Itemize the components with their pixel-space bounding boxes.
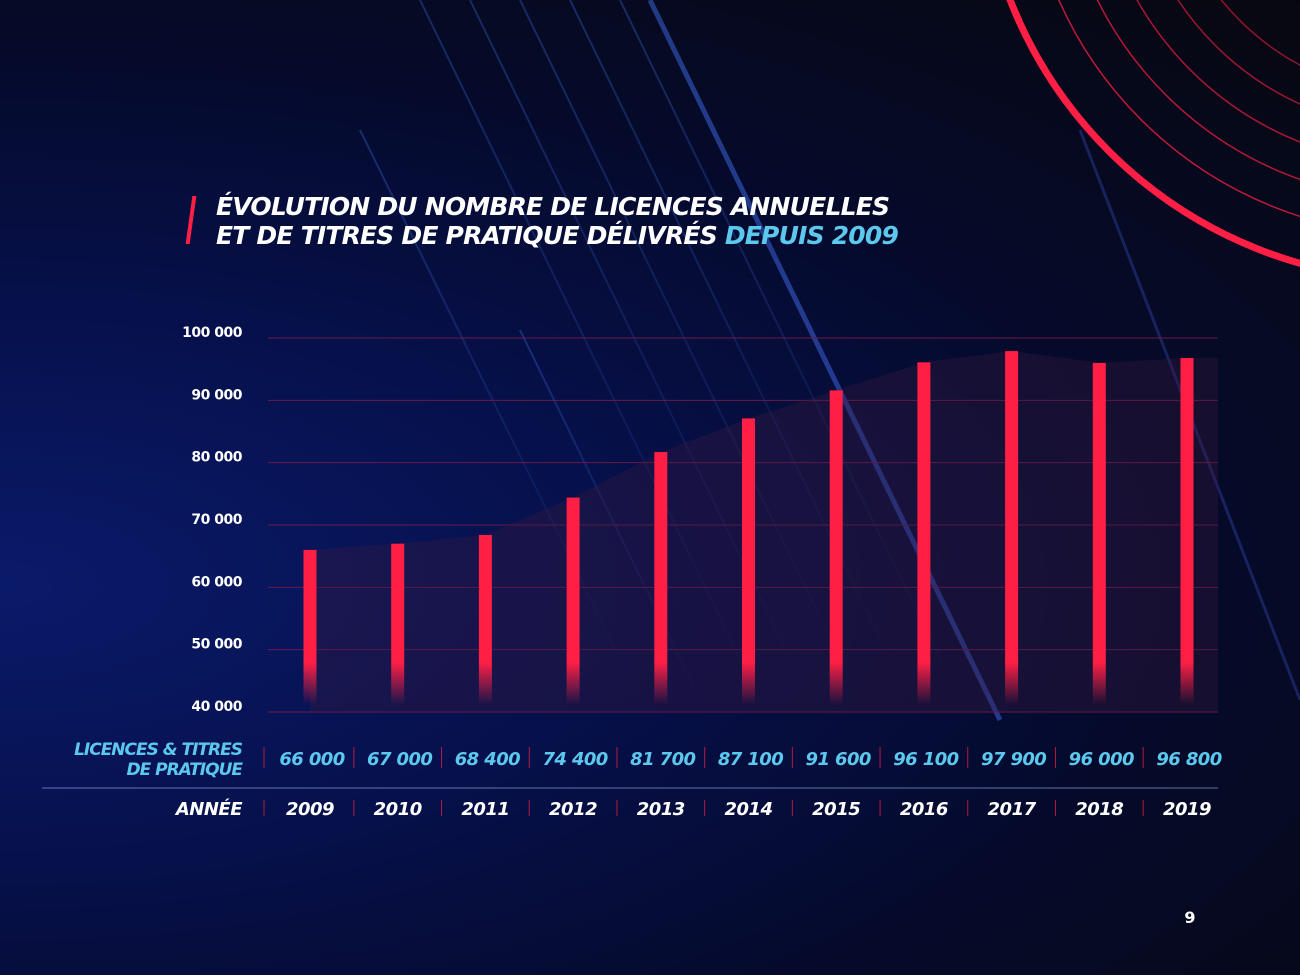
- title-line-2-main: ET DE TITRES DE PRATIQUE DÉLIVRÉS: [216, 221, 725, 250]
- y-tick-label: 80 000: [191, 450, 242, 466]
- data-label: 97 900: [981, 749, 1046, 770]
- data-label: 81 700: [630, 749, 695, 770]
- data-label: 67 000: [367, 749, 432, 770]
- data-label: 87 100: [718, 749, 783, 770]
- y-tick-label: 90 000: [191, 387, 242, 403]
- bar-2011: [478, 534, 492, 712]
- trend-area: [310, 351, 1218, 712]
- bar-2012: [566, 497, 580, 712]
- diagonal-stripes: [359, 0, 961, 701]
- bar-2010: [391, 543, 405, 712]
- x-tick-label: 2019: [1163, 799, 1211, 820]
- y-tick-label: 50 000: [191, 637, 242, 653]
- bar-2017: [1005, 351, 1019, 712]
- data-label: 91 600: [806, 749, 871, 770]
- x-tick-label: 2013: [637, 799, 685, 820]
- x-tick-label: 2016: [900, 799, 948, 820]
- bar-2018: [1092, 362, 1106, 712]
- x-tick-label: 2014: [724, 799, 772, 820]
- page-number: 9: [1184, 908, 1196, 927]
- bar-2019: [1180, 357, 1194, 712]
- title-line-2: ET DE TITRES DE PRATIQUE DÉLIVRÉS DEPUIS…: [216, 221, 899, 250]
- y-tick-label: 100 000: [182, 325, 243, 341]
- bar-2013: [654, 452, 668, 712]
- series-label-line: DE PRATIQUE: [126, 760, 243, 780]
- bright-stripe: [647, 0, 1003, 722]
- title-line-1: ÉVOLUTION DU NOMBRE DE LICENCES ANNUELLE…: [216, 192, 890, 221]
- title-line-2-accent: DEPUIS 2009: [724, 221, 899, 250]
- bar-2015: [829, 390, 843, 712]
- x-tick-label: 2015: [812, 799, 860, 820]
- series-label-line: LICENCES & TITRES: [74, 740, 243, 760]
- y-tick-label: 70 000: [191, 512, 242, 528]
- x-tick-label: 2018: [1075, 799, 1123, 820]
- data-label: 74 400: [542, 749, 607, 770]
- x-tick-label: 2011: [461, 799, 509, 820]
- y-tick-label: 60 000: [191, 574, 242, 590]
- data-label: 96 000: [1069, 749, 1134, 770]
- bar-2009: [303, 549, 317, 712]
- x-tick-label: 2017: [988, 799, 1037, 820]
- chart-title: ÉVOLUTION DU NOMBRE DE LICENCES ANNUELLE…: [216, 192, 899, 250]
- data-label: 96 100: [893, 749, 958, 770]
- x-tick-label: 2009: [286, 799, 334, 820]
- bar-2016: [917, 362, 931, 712]
- data-label: 68 400: [455, 749, 520, 770]
- x-tick-label: 2012: [549, 799, 597, 820]
- y-tick-label: 40 000: [191, 699, 242, 715]
- bar-2014: [742, 418, 755, 712]
- data-label: 96 800: [1156, 749, 1221, 770]
- data-label: 66 000: [279, 749, 344, 770]
- category-axis-label: ANNÉE: [174, 798, 243, 820]
- x-tick-label: 2010: [374, 799, 422, 820]
